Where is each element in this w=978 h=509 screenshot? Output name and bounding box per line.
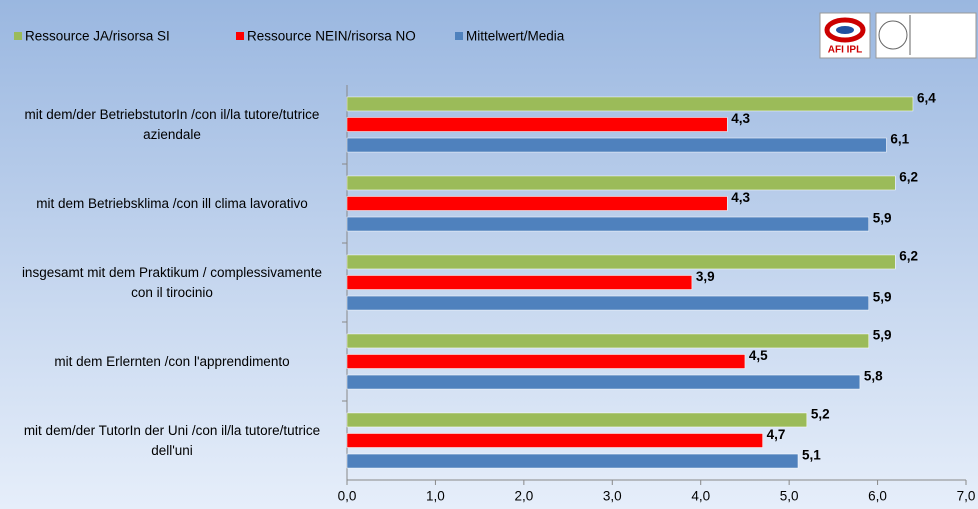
bar bbox=[346, 295, 869, 311]
x-tick-label: 0,0 bbox=[338, 489, 357, 504]
x-tick-label: 5,0 bbox=[780, 489, 799, 504]
x-tick-label: 1,0 bbox=[426, 489, 445, 504]
x-tick-label: 4,0 bbox=[691, 489, 710, 504]
value-label: 5,9 bbox=[873, 211, 892, 226]
value-label: 5,2 bbox=[811, 407, 830, 422]
value-label: 5,1 bbox=[802, 448, 821, 463]
bar bbox=[346, 196, 728, 211]
bar bbox=[346, 275, 693, 290]
bar bbox=[346, 96, 914, 112]
value-label: 6,1 bbox=[890, 132, 909, 147]
category-label: mit dem/der BetriebstutorIn /con il/la t… bbox=[24, 106, 320, 142]
bar bbox=[346, 433, 763, 448]
legend-label: Ressource JA/risorsa SI bbox=[25, 29, 170, 44]
value-label: 5,8 bbox=[864, 369, 883, 384]
x-tick-label: 7,0 bbox=[957, 489, 976, 504]
value-label: 6,2 bbox=[899, 170, 918, 185]
value-label: 5,9 bbox=[873, 290, 892, 305]
bar bbox=[346, 374, 861, 390]
logo-ring bbox=[824, 17, 866, 43]
value-label: 5,9 bbox=[873, 328, 892, 343]
value-label: 4,5 bbox=[749, 348, 768, 363]
value-label: 4,3 bbox=[731, 190, 750, 205]
category-label: mit dem Erlernten /con l'apprendimento bbox=[54, 353, 290, 369]
value-label: 4,3 bbox=[731, 111, 750, 126]
x-tick-label: 6,0 bbox=[868, 489, 887, 504]
x-tick-label: 3,0 bbox=[603, 489, 622, 504]
bar bbox=[346, 175, 896, 191]
bar bbox=[346, 354, 746, 369]
legend-swatch bbox=[236, 32, 244, 40]
bar bbox=[346, 412, 808, 428]
legend-label: Ressource NEIN/risorsa NO bbox=[247, 29, 416, 44]
value-label: 6,2 bbox=[899, 249, 918, 264]
category-label: mit dem Betriebsklima /con ill clima lav… bbox=[36, 195, 308, 211]
bar bbox=[346, 254, 896, 270]
bar bbox=[346, 137, 887, 153]
value-label: 6,4 bbox=[917, 91, 936, 106]
category-label: mit dem/der TutorIn der Uni /con il/la t… bbox=[23, 422, 321, 458]
value-label: 3,9 bbox=[696, 269, 715, 284]
logo-seal bbox=[878, 20, 908, 50]
bar bbox=[346, 117, 728, 132]
logo-box bbox=[875, 12, 977, 59]
legend-swatch bbox=[455, 32, 463, 40]
logo-text: AFI IPL bbox=[828, 45, 862, 56]
value-label: 4,7 bbox=[767, 427, 786, 442]
x-tick-label: 2,0 bbox=[514, 489, 533, 504]
bar bbox=[346, 333, 869, 349]
legend-label: Mittelwert/Media bbox=[466, 29, 565, 44]
category-label: insgesamt mit dem Praktikum / complessiv… bbox=[21, 264, 323, 300]
bar bbox=[346, 453, 799, 469]
legend-swatch bbox=[14, 32, 22, 40]
logo-core bbox=[836, 26, 854, 34]
bar bbox=[346, 216, 869, 232]
